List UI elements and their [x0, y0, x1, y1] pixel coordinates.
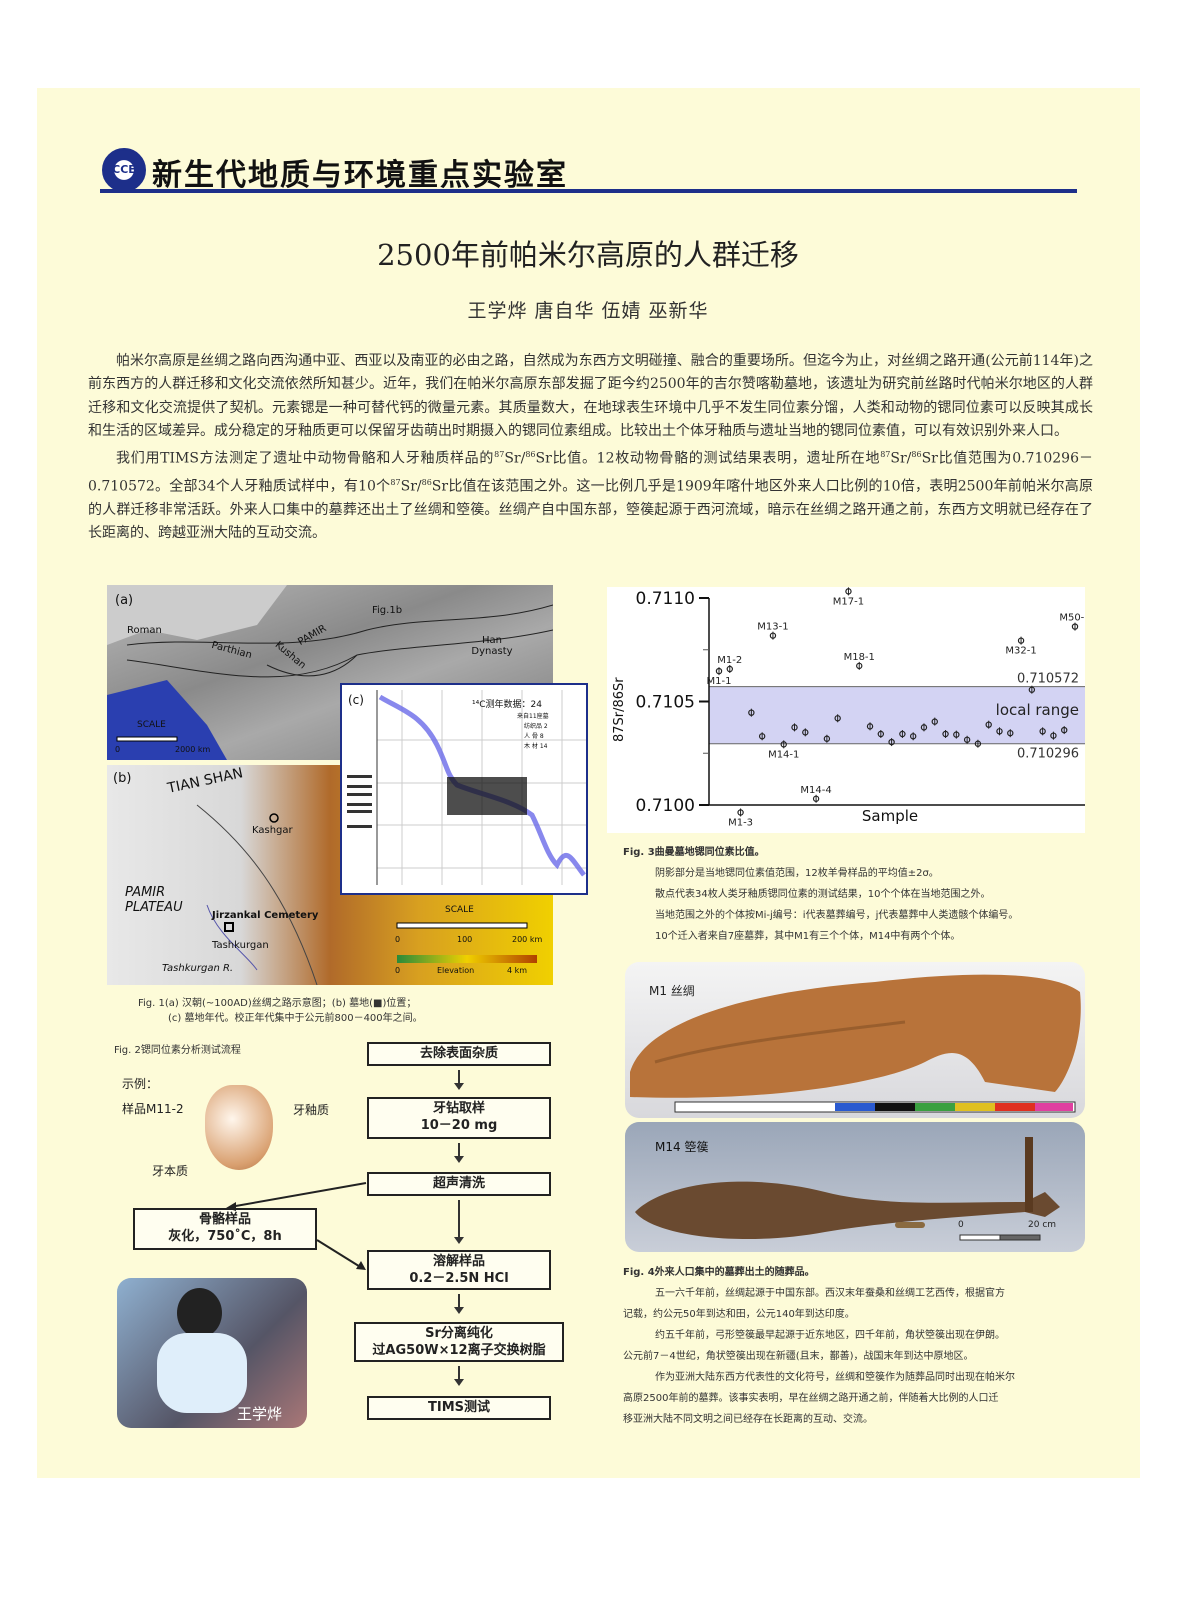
x-axis-label: Sample: [862, 807, 918, 825]
fig1-caption: Fig. 1(a) 汉朝(~100AD)丝绸之路示意图；(b) 墓地(■)位置；…: [138, 998, 423, 1024]
silk-label: M1 丝绸: [649, 984, 695, 998]
step-ultrasonic-clean: 超声清洗: [367, 1172, 551, 1196]
step-dissolve-sample: 溶解样品 0.2－2.5N HCl: [367, 1250, 551, 1290]
chart-svg: 0.710572 0.710296 local range 0.7100 0.7105 0…: [612, 587, 1091, 828]
point-label: M14-4: [800, 785, 831, 796]
step-drill-sampling: 牙钻取样 10－20 mg: [367, 1097, 551, 1139]
bone-sample-box: 骨骼样品 灰化，750˚C，8h: [133, 1208, 317, 1250]
authors: 王学烨 唐自华 伍婧 巫新华: [467, 300, 709, 322]
sample-label: 样品M11-2: [122, 1102, 184, 1116]
scale-20cm: 20 cm: [1028, 1220, 1057, 1230]
map-shapes: [196, 804, 537, 985]
tooth-photo: [205, 1085, 273, 1170]
flow-arrow: [454, 1200, 464, 1244]
dentin-label: 牙本质: [152, 1164, 189, 1178]
band-label: local range: [996, 701, 1079, 719]
band-high-label: 0.710572: [1017, 672, 1079, 687]
fig3-caption: Fig. 3曲曼墓地锶同位素比值。 阴影部分是当地锶同位素值范围，12枚羊骨样品…: [623, 847, 1019, 942]
fig4-caption: Fig. 4外来人口集中的墓葬出土的随葬品。 五一六千年前，丝绸起源于中国东部。…: [623, 1267, 1015, 1425]
flow-arrow: [454, 1143, 464, 1163]
y-axis-label: 87Sr/86Sr: [612, 677, 627, 742]
researcher-photo: 王学烨: [117, 1278, 307, 1428]
band-low-label: 0.710296: [1017, 747, 1079, 762]
person-body: [157, 1333, 247, 1413]
lab-name: 新生代地质与环境重点实验室: [152, 158, 568, 193]
harp-photo: M14 箜篌 0 20 cm: [625, 1122, 1085, 1252]
point-label: M50-1: [1059, 613, 1085, 624]
header-rule: [100, 189, 1077, 193]
point-label: M32-1: [1005, 646, 1036, 657]
enamel-label: 牙釉质: [293, 1103, 330, 1117]
point-label: M13-1: [757, 622, 788, 633]
paragraph-1: 帕米尔高原是丝绸之路向西沟通中亚、西亚以及南亚的必由之路，自然成为东西方文明碰撞…: [88, 353, 1093, 439]
fig2-caption: Fig. 2锶同位素分析测试流程: [114, 1045, 241, 1056]
step-tims-test: TIMS测试: [367, 1396, 551, 1420]
radiocarbon-calibration-inset: (c) ¹⁴C测年数据：24 来自11座墓 纺织品 2 人 骨 8 木 材 14: [340, 683, 588, 895]
calibration-curve: [347, 690, 586, 885]
flow-arrow: [454, 1366, 464, 1386]
y-tick-label: 0.7110: [636, 589, 695, 609]
abstract-text: 帕米尔高原是丝绸之路向西沟通中亚、西亚以及南亚的必由之路，自然成为东西方文明碰撞…: [88, 350, 1093, 546]
paragraph-2: 我们用TIMS方法测定了遗址中动物骨骼和人牙釉质样品的87Sr/86Sr比值。1…: [88, 450, 1093, 542]
harp-label: M14 箜篌: [655, 1140, 709, 1154]
point-label: M17-1: [833, 596, 864, 607]
photo-name-label: 王学烨: [237, 1405, 283, 1423]
silk-fragment: [630, 974, 1081, 1113]
point-label: M1-1: [707, 676, 732, 687]
silk-photo: M1 丝绸: [625, 962, 1085, 1118]
logo-text: CCE: [112, 163, 136, 176]
sr-isotope-chart: 0.710572 0.710296 local range 0.7100 0.7105 0…: [607, 587, 1091, 833]
lab-logo: CCE: [102, 148, 146, 192]
point-label: M14-1: [768, 749, 799, 760]
point-label: M18-1: [844, 652, 875, 663]
example-label: 示例：: [122, 1077, 159, 1091]
scale-0: 0: [958, 1220, 964, 1230]
y-tick-label: 0.7100: [636, 796, 695, 816]
bone-branch-arrows: [226, 1182, 367, 1270]
step-sr-purification: Sr分离纯化 过AG50W×12离子交换树脂: [354, 1322, 564, 1362]
local-range-band: [709, 686, 1085, 744]
point-label: M1-3: [728, 817, 753, 828]
harp-object: [635, 1137, 1060, 1241]
poster-title: 2500年前帕米尔高原的人群迁移: [377, 238, 799, 272]
flow-arrow: [454, 1070, 464, 1090]
flow-arrow: [454, 1294, 464, 1314]
y-tick-label: 0.7105: [636, 693, 695, 713]
point-label: M1-2: [717, 655, 742, 666]
step-remove-impurities: 去除表面杂质: [367, 1042, 551, 1066]
person-head: [177, 1288, 222, 1338]
